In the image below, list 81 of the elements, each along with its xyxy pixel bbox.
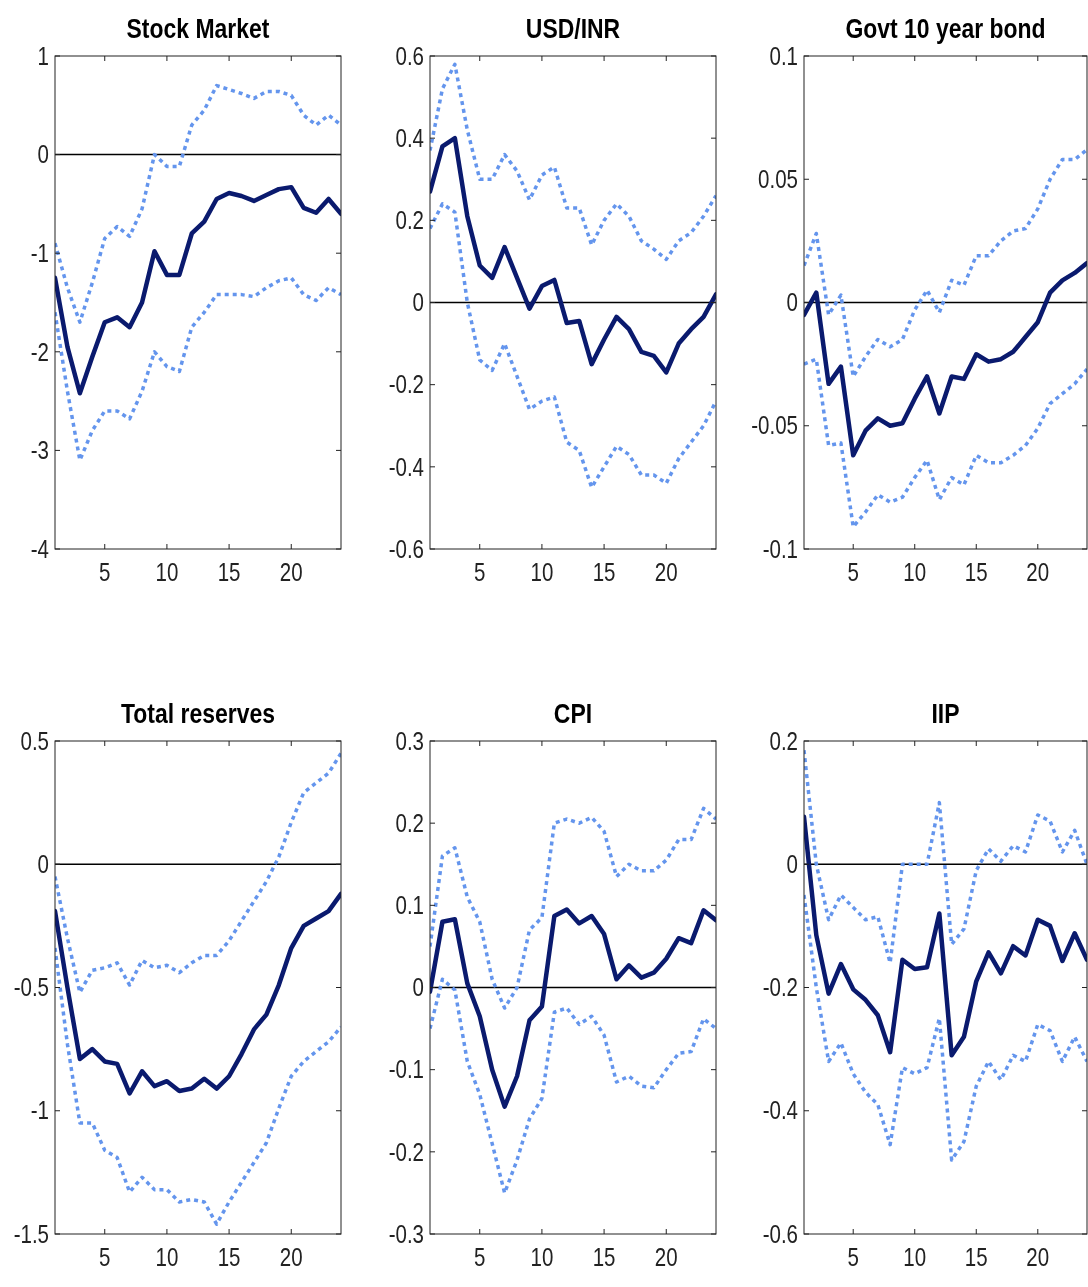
line-series: [804, 260, 1087, 458]
line-series: [430, 806, 716, 1010]
chart-title: Stock Market: [126, 12, 270, 44]
line-series: [55, 184, 341, 396]
y-tick-label: -1.5: [13, 1219, 49, 1249]
y-tick-label: -1: [30, 1096, 49, 1125]
y-tick-label: 0: [37, 850, 49, 879]
x-tick-label: 20: [654, 558, 678, 587]
x-tick-label: 15: [592, 558, 616, 587]
line-series: [430, 135, 716, 375]
chart-title: CPI: [553, 697, 593, 729]
y-tick-label: -0.2: [388, 1137, 424, 1167]
line-series: [55, 946, 341, 1226]
y-tick-label: 0: [786, 850, 798, 879]
y-tick-label: -1: [30, 238, 49, 268]
x-tick-label: 5: [99, 558, 111, 587]
line-series: [804, 814, 1087, 1058]
y-tick-label: -0.1: [762, 534, 798, 564]
x-tick-label: 10: [530, 1243, 554, 1272]
y-tick-label: 0.2: [395, 206, 424, 235]
line-series: [55, 83, 341, 324]
y-tick-label: 1: [37, 41, 49, 71]
y-tick-label: -0.1: [388, 1055, 424, 1084]
y-tick-label: -0.4: [762, 1096, 799, 1125]
y-tick-label: -0.6: [388, 534, 424, 564]
x-tick-label: 5: [847, 558, 859, 587]
x-tick-label: 20: [1026, 1243, 1050, 1272]
x-tick-label: 15: [964, 558, 988, 587]
line-series: [430, 202, 716, 490]
line-series: [430, 977, 716, 1195]
x-tick-label: 20: [279, 1243, 303, 1272]
x-tick-label: 20: [279, 558, 303, 587]
x-tick-label: 5: [847, 1243, 859, 1272]
x-tick-label: 15: [217, 1243, 241, 1272]
line-series: [804, 147, 1087, 379]
y-tick-label: 0: [37, 140, 49, 169]
x-tick-label: 5: [474, 558, 486, 587]
y-tick-label: 0.4: [395, 123, 425, 153]
x-tick-label: 15: [964, 1243, 988, 1272]
y-tick-label: 0.1: [395, 891, 424, 920]
y-tick-label: -0.2: [762, 973, 798, 1002]
y-tick-label: 0: [412, 288, 424, 317]
x-tick-label: 15: [217, 558, 241, 587]
chart-title: USD/INR: [525, 12, 621, 44]
line-series: [804, 357, 1087, 529]
line-series: [55, 751, 341, 995]
x-tick-label: 5: [99, 1243, 111, 1272]
chart-title: IIP: [931, 697, 960, 729]
x-tick-label: 20: [1026, 558, 1050, 587]
y-tick-label: -0.2: [388, 370, 424, 399]
line-series: [430, 62, 716, 262]
chart-title: Total reserves: [121, 697, 275, 729]
y-tick-label: 0.05: [758, 165, 798, 194]
y-tick-label: 0.2: [395, 808, 424, 838]
y-tick-label: 0: [412, 973, 424, 1002]
y-tick-label: -0.6: [762, 1219, 798, 1249]
y-tick-label: 0: [786, 288, 798, 317]
x-tick-label: 10: [155, 1243, 179, 1272]
y-tick-label: 0.1: [769, 41, 798, 71]
y-tick-label: -2: [30, 337, 49, 367]
chart-title: Govt 10 year bond: [845, 12, 1046, 44]
y-tick-label: -3: [30, 436, 49, 465]
x-tick-label: 10: [903, 558, 927, 587]
x-tick-label: 5: [474, 1243, 486, 1272]
line-series: [430, 907, 716, 1109]
y-tick-label: -0.5: [13, 973, 49, 1002]
x-tick-label: 10: [155, 558, 179, 587]
y-tick-label: -0.05: [751, 411, 798, 440]
x-tick-label: 10: [903, 1243, 927, 1272]
x-tick-label: 15: [592, 1243, 616, 1272]
line-series: [804, 893, 1087, 1162]
y-tick-label: 0.6: [395, 41, 424, 71]
y-tick-label: -4: [30, 534, 50, 564]
x-tick-label: 20: [654, 1243, 678, 1272]
line-series: [55, 891, 341, 1096]
y-tick-label: -0.3: [388, 1219, 424, 1249]
y-tick-label: -0.4: [388, 452, 425, 482]
y-tick-label: 0.5: [20, 726, 49, 756]
x-tick-label: 10: [530, 558, 554, 587]
y-tick-label: 0.3: [395, 726, 424, 756]
y-tick-label: 0.2: [769, 726, 798, 756]
